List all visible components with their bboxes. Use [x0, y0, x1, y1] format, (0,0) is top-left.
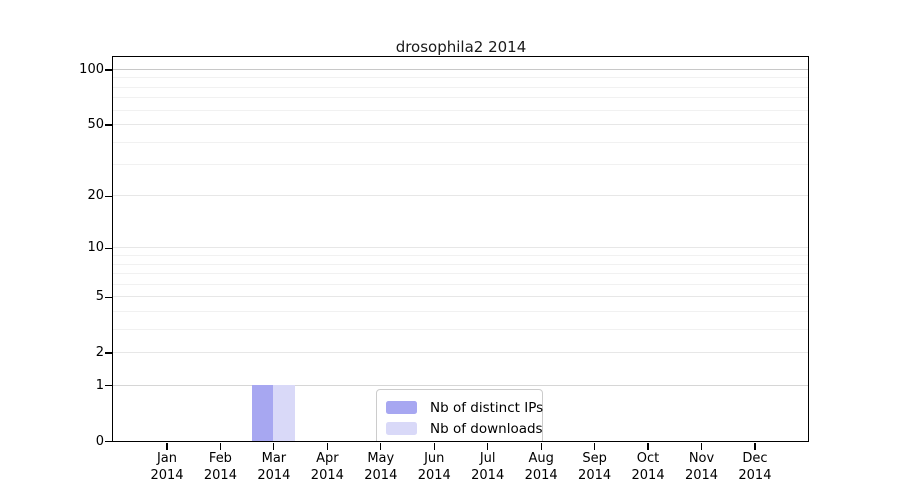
y-tick-label: 5 — [95, 289, 104, 305]
gridline-minor — [113, 255, 808, 257]
y-tick-mark — [105, 69, 112, 71]
gridline-major — [113, 195, 808, 197]
x-tick-mark — [754, 443, 756, 450]
chart-title: drosophila2 2014 — [395, 38, 527, 56]
y-tick-mark — [105, 195, 112, 197]
x-tick-month: Jul — [479, 451, 496, 466]
gridline-minor — [113, 97, 808, 99]
gridline-minor — [113, 141, 808, 143]
x-tick-month: Dec — [742, 451, 768, 466]
x-tick-month: Mar — [261, 451, 287, 466]
y-tick-label: 100 — [79, 62, 104, 77]
bar-distinct-ips — [251, 385, 274, 441]
gridline-minor — [113, 273, 808, 275]
x-tick-month: Apr — [316, 451, 339, 466]
x-tick-year: 2014 — [257, 468, 291, 483]
x-tick-label: Dec 2014 — [723, 450, 787, 484]
x-tick-month: Jun — [424, 451, 445, 466]
y-tick-label: 1 — [95, 377, 104, 393]
x-tick-label: Jun 2014 — [402, 450, 466, 484]
x-tick-label: May 2014 — [349, 450, 413, 484]
x-tick-month: Feb — [208, 451, 232, 466]
y-tick-mark — [105, 247, 112, 250]
gridline-minor — [113, 86, 808, 88]
gridline-minor — [113, 263, 808, 265]
y-tick-label: 50 — [87, 117, 104, 132]
gridline-major — [113, 247, 808, 249]
x-tick-mark — [540, 443, 542, 450]
x-tick-month: Sep — [582, 451, 607, 466]
x-tick-year: 2014 — [310, 468, 344, 483]
gridline-major — [113, 352, 808, 354]
y-tick-label: 0 — [95, 433, 104, 449]
x-tick-month: Oct — [636, 451, 660, 466]
gridline-minor — [113, 328, 808, 330]
x-tick-month: Aug — [528, 451, 554, 466]
y-tick-label: 2 — [95, 345, 104, 361]
gridline-minor — [113, 109, 808, 111]
x-tick-label: Oct 2014 — [616, 450, 680, 484]
x-tick-year: 2014 — [631, 468, 665, 483]
x-tick-month: Nov — [688, 451, 715, 466]
x-tick-year: 2014 — [364, 468, 398, 483]
x-tick-mark — [594, 443, 596, 450]
x-tick-mark — [487, 443, 489, 450]
x-tick-year: 2014 — [738, 468, 772, 483]
y-tick-label: 20 — [87, 188, 104, 204]
x-tick-mark — [273, 443, 275, 450]
gridline-major — [113, 384, 808, 386]
gridline-major — [113, 69, 808, 70]
x-tick-mark — [219, 443, 222, 450]
x-tick-year: 2014 — [150, 468, 184, 483]
x-tick-year: 2014 — [471, 468, 505, 483]
y-tick-mark — [105, 440, 112, 443]
x-tick-month: Jan — [156, 451, 178, 466]
gridline-minor — [113, 77, 808, 79]
x-tick-year: 2014 — [524, 468, 558, 483]
y-tick-mark — [105, 385, 112, 387]
x-tick-mark — [700, 443, 703, 450]
x-tick-mark — [433, 443, 435, 450]
x-tick-year: 2014 — [203, 468, 237, 483]
x-tick-month: May — [367, 451, 395, 466]
gridline-minor — [113, 310, 808, 312]
x-tick-label: Sep 2014 — [563, 450, 627, 484]
gridline-major — [113, 124, 808, 125]
legend: Nb of distinct IPs Nb of downloads — [376, 389, 543, 441]
x-tick-label: Nov 2014 — [670, 450, 734, 484]
gridline-minor — [113, 164, 808, 166]
x-tick-mark — [647, 443, 649, 450]
x-tick-mark — [166, 443, 168, 450]
y-tick-mark — [105, 296, 112, 298]
bar-downloads — [273, 385, 295, 441]
x-tick-mark — [380, 443, 382, 450]
legend-item-downloads: Nb of downloads — [386, 418, 543, 439]
plot-area: Nb of distinct IPs Nb of downloads — [112, 56, 809, 442]
gridline-major — [113, 296, 808, 298]
legend-swatch-distinct-ips — [386, 401, 417, 414]
y-tick-mark — [105, 124, 112, 126]
gridline-minor — [113, 283, 808, 285]
x-tick-label: Apr 2014 — [295, 450, 359, 484]
x-tick-label: Jan 2014 — [135, 450, 199, 484]
x-tick-label: Jul 2014 — [456, 450, 520, 484]
legend-swatch-downloads — [386, 422, 417, 435]
y-tick-label: 10 — [87, 240, 104, 256]
x-tick-label: Mar 2014 — [242, 450, 306, 484]
x-tick-year: 2014 — [578, 468, 612, 483]
legend-label-distinct-ips: Nb of distinct IPs — [430, 399, 544, 416]
x-tick-label: Feb 2014 — [188, 450, 252, 484]
legend-item-distinct-ips: Nb of distinct IPs — [386, 397, 543, 418]
legend-label-downloads: Nb of downloads — [430, 420, 543, 437]
x-tick-mark — [326, 443, 328, 450]
x-tick-year: 2014 — [684, 468, 719, 483]
y-tick-mark — [105, 352, 112, 354]
x-tick-year: 2014 — [417, 468, 451, 483]
x-tick-label: Aug 2014 — [509, 450, 573, 484]
